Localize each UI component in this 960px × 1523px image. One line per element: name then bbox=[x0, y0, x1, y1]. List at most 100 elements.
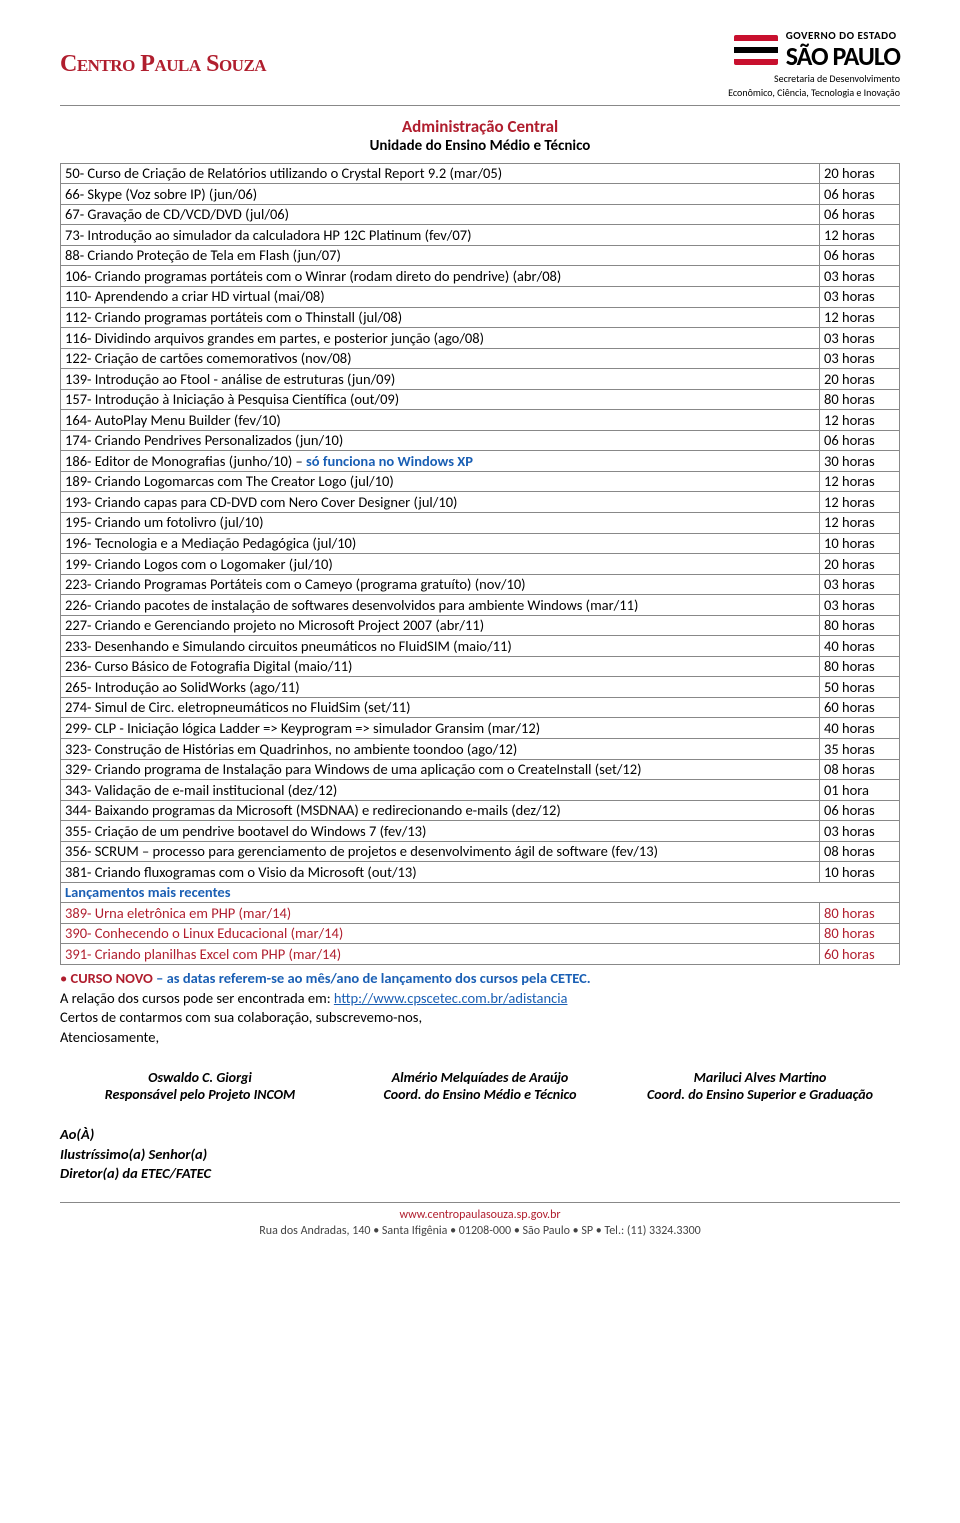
table-row: 157- Introdução à Iniciação à Pesquisa C… bbox=[61, 389, 900, 410]
table-row: 381- Criando fluxogramas com o Visio da … bbox=[61, 862, 900, 883]
course-hours: 35 horas bbox=[820, 739, 900, 760]
sig-1-name: Oswaldo C. Giorgi bbox=[60, 1069, 340, 1086]
course-hours: 30 horas bbox=[820, 451, 900, 472]
course-hours: 03 horas bbox=[820, 328, 900, 349]
course-hours: 06 horas bbox=[820, 245, 900, 266]
curso-novo-label: CURSO NOVO bbox=[71, 969, 153, 987]
gov-subtitle-2: Econômico, Ciência, Tecnologia e Inovaçã… bbox=[728, 87, 900, 99]
table-row: 50- Curso de Criação de Relatórios utili… bbox=[61, 163, 900, 184]
course-hours: 01 hora bbox=[820, 780, 900, 801]
table-row: 199- Criando Logos com o Logomaker (jul/… bbox=[61, 554, 900, 575]
footer-note: • CURSO NOVO – as datas referem-se ao mê… bbox=[60, 969, 900, 1047]
table-row: 265- Introdução ao SolidWorks (ago/11)50… bbox=[61, 677, 900, 698]
table-row: 116- Dividindo arquivos grandes em parte… bbox=[61, 328, 900, 349]
course-desc: 66- Skype (Voz sobre IP) (jun/06) bbox=[61, 184, 820, 205]
table-row: 164- AutoPlay Menu Builder (fev/10)12 ho… bbox=[61, 410, 900, 431]
addressee-block: Ao(À) Ilustríssimo(a) Senhor(a) Diretor(… bbox=[60, 1125, 900, 1184]
course-hours: 40 horas bbox=[820, 718, 900, 739]
sp-flag-icon bbox=[734, 35, 778, 65]
table-row: 390- Conhecendo o Linux Educacional (mar… bbox=[61, 923, 900, 944]
course-desc: 186- Editor de Monografias (junho/10) – … bbox=[61, 451, 820, 472]
course-desc: 196- Tecnologia e a Mediação Pedagógica … bbox=[61, 533, 820, 554]
course-hours: 60 horas bbox=[820, 944, 900, 965]
course-desc: 299- CLP - Iniciação lógica Ladder => Ke… bbox=[61, 718, 820, 739]
bullet: • bbox=[60, 969, 67, 987]
course-hours: 12 horas bbox=[820, 492, 900, 513]
addressee-l3: Diretor(a) da ETEC/FATEC bbox=[60, 1164, 900, 1184]
table-row: 355- Criação de um pendrive bootavel do … bbox=[61, 821, 900, 842]
footer-address: Rua dos Andradas, 140 • Santa Ifigênia •… bbox=[60, 1223, 900, 1239]
course-desc: 227- Criando e Gerenciando projeto no Mi… bbox=[61, 615, 820, 636]
course-hours: 03 horas bbox=[820, 821, 900, 842]
course-desc: 265- Introdução ao SolidWorks (ago/11) bbox=[61, 677, 820, 698]
closing-line-1: Certos de contarmos com sua colaboração,… bbox=[60, 1008, 422, 1026]
course-desc: 199- Criando Logos com o Logomaker (jul/… bbox=[61, 554, 820, 575]
course-hours: 80 horas bbox=[820, 389, 900, 410]
curso-list-link[interactable]: http://www.cpscetec.com.br/adistancia bbox=[334, 989, 568, 1007]
course-hours: 20 horas bbox=[820, 554, 900, 575]
table-row: 391- Criando planilhas Excel com PHP (ma… bbox=[61, 944, 900, 965]
course-hours: 80 horas bbox=[820, 923, 900, 944]
course-desc: 389- Urna eletrônica em PHP (mar/14) bbox=[61, 903, 820, 924]
sig-3-name: Mariluci Alves Martino bbox=[620, 1069, 900, 1086]
table-row: 139- Introdução ao Ftool - análise de es… bbox=[61, 369, 900, 390]
course-hours: 12 horas bbox=[820, 225, 900, 246]
course-hours: 12 horas bbox=[820, 410, 900, 431]
course-hours: 80 horas bbox=[820, 615, 900, 636]
course-hours: 06 horas bbox=[820, 430, 900, 451]
addressee-l1: Ao(À) bbox=[60, 1125, 900, 1145]
table-row: 193- Criando capas para CD-DVD com Nero … bbox=[61, 492, 900, 513]
course-hours: 80 horas bbox=[820, 903, 900, 924]
table-row: 186- Editor de Monografias (junho/10) – … bbox=[61, 451, 900, 472]
course-hours: 03 horas bbox=[820, 595, 900, 616]
header-separator bbox=[60, 105, 900, 106]
course-desc: 116- Dividindo arquivos grandes em parte… bbox=[61, 328, 820, 349]
table-row: 67- Gravação de CD/VCD/DVD (jul/06)06 ho… bbox=[61, 204, 900, 225]
course-hours: 20 horas bbox=[820, 369, 900, 390]
table-row: 323- Construção de Histórias em Quadrinh… bbox=[61, 739, 900, 760]
table-row: 73- Introdução ao simulador da calculado… bbox=[61, 225, 900, 246]
course-desc: 195- Criando um fotolivro (jul/10) bbox=[61, 512, 820, 533]
table-row: 196- Tecnologia e a Mediação Pedagógica … bbox=[61, 533, 900, 554]
course-desc: 189- Criando Logomarcas com The Creator … bbox=[61, 471, 820, 492]
footer-site: www.centropaulasouza.sp.gov.br bbox=[60, 1207, 900, 1223]
course-desc: 381- Criando fluxogramas com o Visio da … bbox=[61, 862, 820, 883]
table-row: 329- Criando programa de Instalação para… bbox=[61, 759, 900, 780]
course-hours: 10 horas bbox=[820, 533, 900, 554]
table-row: 233- Desenhando e Simulando circuitos pn… bbox=[61, 636, 900, 657]
table-row: 274- Simul de Circ. eletropneumáticos no… bbox=[61, 697, 900, 718]
course-desc: 193- Criando capas para CD-DVD com Nero … bbox=[61, 492, 820, 513]
signature-3: Mariluci Alves Martino Coord. do Ensino … bbox=[620, 1069, 900, 1103]
course-hours: 06 horas bbox=[820, 184, 900, 205]
course-hours: 10 horas bbox=[820, 862, 900, 883]
course-desc: 391- Criando planilhas Excel com PHP (ma… bbox=[61, 944, 820, 965]
course-desc: 67- Gravação de CD/VCD/DVD (jul/06) bbox=[61, 204, 820, 225]
table-row: 106- Criando programas portáteis com o W… bbox=[61, 266, 900, 287]
curso-novo-desc: – as datas referem-se ao mês/ano de lanç… bbox=[153, 969, 591, 987]
table-row: 66- Skype (Voz sobre IP) (jun/06)06 hora… bbox=[61, 184, 900, 205]
course-hours: 12 horas bbox=[820, 512, 900, 533]
course-desc: 157- Introdução à Iniciação à Pesquisa C… bbox=[61, 389, 820, 410]
document-title: Administração Central bbox=[60, 116, 900, 137]
table-row: 226- Criando pacotes de instalação de so… bbox=[61, 595, 900, 616]
sig-1-role: Responsável pelo Projeto INCOM bbox=[60, 1086, 340, 1103]
document-subtitle: Unidade do Ensino Médio e Técnico bbox=[60, 137, 900, 155]
course-hours: 03 horas bbox=[820, 574, 900, 595]
table-row: 356- SCRUM – processo para gerenciamento… bbox=[61, 841, 900, 862]
course-hours: 12 horas bbox=[820, 471, 900, 492]
course-desc: 236- Curso Básico de Fotografia Digital … bbox=[61, 656, 820, 677]
table-row: 110- Aprendendo a criar HD virtual (mai/… bbox=[61, 286, 900, 307]
courses-table: 50- Curso de Criação de Relatórios utili… bbox=[60, 163, 900, 965]
table-row: 88- Criando Proteção de Tela em Flash (j… bbox=[61, 245, 900, 266]
table-row: 189- Criando Logomarcas com The Creator … bbox=[61, 471, 900, 492]
signatures-row: Oswaldo C. Giorgi Responsável pelo Proje… bbox=[60, 1069, 900, 1103]
table-row: 227- Criando e Gerenciando projeto no Mi… bbox=[61, 615, 900, 636]
signature-1: Oswaldo C. Giorgi Responsável pelo Proje… bbox=[60, 1069, 340, 1103]
course-hours: 60 horas bbox=[820, 697, 900, 718]
course-hours: 03 horas bbox=[820, 286, 900, 307]
table-row: 344- Baixando programas da Microsoft (MS… bbox=[61, 800, 900, 821]
recent-releases-label: Lançamentos mais recentes bbox=[61, 882, 900, 903]
course-desc: 343- Validação de e-mail institucional (… bbox=[61, 780, 820, 801]
course-desc: 226- Criando pacotes de instalação de so… bbox=[61, 595, 820, 616]
course-desc: 344- Baixando programas da Microsoft (MS… bbox=[61, 800, 820, 821]
